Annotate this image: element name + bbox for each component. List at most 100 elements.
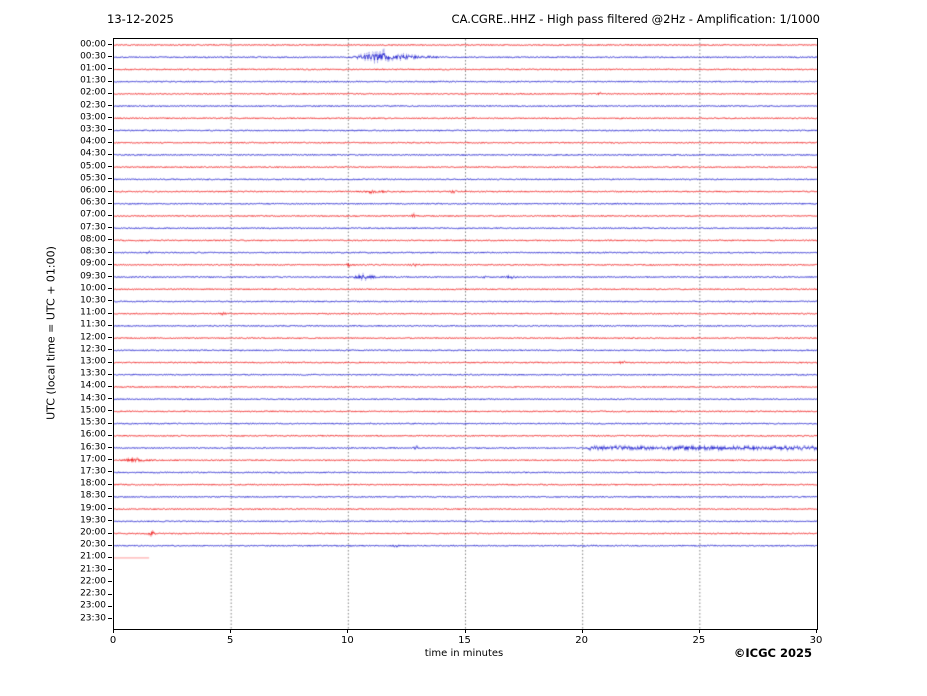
x-tick-mark [581, 629, 583, 633]
y-tick-label: 18:00 [80, 478, 106, 489]
y-tick-mark [108, 153, 112, 155]
y-tick-mark [108, 361, 112, 363]
y-tick-label: 20:00 [80, 527, 106, 538]
y-tick-label: 01:30 [80, 75, 106, 86]
y-tick-label: 13:30 [80, 368, 106, 379]
y-tick-mark [108, 520, 112, 522]
y-tick-mark [108, 300, 112, 302]
y-tick-mark [108, 227, 112, 229]
y-tick-label: 11:30 [80, 319, 106, 330]
y-tick-label: 15:30 [80, 417, 106, 428]
y-tick-label: 22:00 [80, 576, 106, 587]
y-tick-mark [108, 202, 112, 204]
y-tick-label: 05:30 [80, 173, 106, 184]
y-tick-label: 01:00 [80, 63, 106, 74]
y-tick-mark [108, 508, 112, 510]
y-tick-label: 03:30 [80, 124, 106, 135]
y-tick-label: 00:00 [80, 39, 106, 49]
y-tick-mark [108, 288, 112, 290]
y-tick-mark [108, 92, 112, 94]
plot-title: CA.CGRE..HHZ - High pass filtered @2Hz -… [451, 12, 820, 26]
x-tick-label: 0 [109, 635, 117, 646]
y-tick-mark [108, 56, 112, 58]
y-tick-mark [108, 544, 112, 546]
y-tick-label: 02:30 [80, 100, 106, 111]
y-tick-label: 06:30 [80, 197, 106, 208]
y-tick-label: 09:30 [80, 271, 106, 282]
y-tick-label: 19:00 [80, 503, 106, 514]
y-tick-mark [108, 398, 112, 400]
y-tick-mark [108, 569, 112, 571]
x-tick-mark [698, 629, 700, 633]
y-tick-label: 10:00 [80, 283, 106, 294]
y-tick-mark [108, 312, 112, 314]
y-tick-mark [108, 556, 112, 558]
y-tick-mark [108, 105, 112, 107]
y-tick-label: 16:00 [80, 429, 106, 440]
y-tick-label: 06:00 [80, 185, 106, 196]
y-tick-mark [108, 214, 112, 216]
y-tick-label: 23:30 [80, 613, 106, 623]
y-tick-label: 21:00 [80, 551, 106, 562]
y-tick-mark [108, 166, 112, 168]
y-tick-mark [108, 141, 112, 143]
y-tick-label: 18:30 [80, 490, 106, 501]
date-label: 13-12-2025 [107, 12, 174, 26]
x-tick-label: 30 [809, 635, 823, 646]
x-tick-label: 20 [575, 635, 589, 646]
seismogram-canvas [114, 39, 817, 629]
y-tick-label: 11:00 [80, 307, 106, 318]
y-tick-label: 13:00 [80, 356, 106, 367]
y-tick-mark [108, 263, 112, 265]
y-tick-mark [108, 80, 112, 82]
y-tick-label: 04:30 [80, 148, 106, 159]
x-tick-label: 25 [692, 635, 706, 646]
y-tick-mark [108, 422, 112, 424]
y-tick-label: 23:00 [80, 600, 106, 611]
y-tick-label: 05:00 [80, 161, 106, 172]
y-tick-label: 17:00 [80, 454, 106, 465]
y-tick-mark [108, 324, 112, 326]
y-tick-mark [108, 434, 112, 436]
x-tick-mark [464, 629, 466, 633]
y-tick-label: 07:00 [80, 209, 106, 220]
x-axis-title: time in minutes [424, 648, 504, 659]
y-tick-label: 07:30 [80, 222, 106, 233]
y-tick-mark [108, 337, 112, 339]
y-tick-mark [108, 410, 112, 412]
y-tick-mark [108, 190, 112, 192]
y-tick-mark [108, 495, 112, 497]
y-tick-label: 14:00 [80, 380, 106, 391]
x-tick-mark [113, 629, 114, 633]
y-tick-mark [108, 459, 112, 461]
y-tick-label: 03:00 [80, 112, 106, 123]
y-tick-mark [108, 239, 112, 241]
y-axis-title: UTC (local time = UTC + 01:00) [44, 246, 58, 420]
plot-area [113, 38, 818, 630]
y-tick-label: 00:30 [80, 51, 106, 62]
y-tick-label: 17:30 [80, 466, 106, 477]
y-tick-mark [108, 618, 112, 619]
y-tick-mark [108, 447, 112, 449]
y-tick-label: 12:30 [80, 344, 106, 355]
y-tick-label: 19:30 [80, 515, 106, 526]
y-tick-label: 22:30 [80, 588, 106, 599]
y-tick-label: 12:00 [80, 332, 106, 343]
y-tick-label: 10:30 [80, 295, 106, 306]
y-tick-mark [108, 471, 112, 473]
y-tick-mark [108, 68, 112, 70]
y-tick-mark [108, 373, 112, 375]
y-tick-label: 16:30 [80, 442, 106, 453]
y-tick-mark [108, 593, 112, 595]
y-tick-mark [108, 532, 112, 534]
y-tick-label: 08:00 [80, 234, 106, 245]
y-tick-mark [108, 605, 112, 607]
copyright-label: ©ICGC 2025 [733, 646, 812, 660]
y-tick-mark [108, 129, 112, 131]
y-tick-mark [108, 44, 112, 45]
y-tick-label: 15:00 [80, 405, 106, 416]
y-tick-label: 21:30 [80, 564, 106, 575]
y-tick-mark [108, 483, 112, 485]
x-tick-mark [347, 629, 349, 633]
